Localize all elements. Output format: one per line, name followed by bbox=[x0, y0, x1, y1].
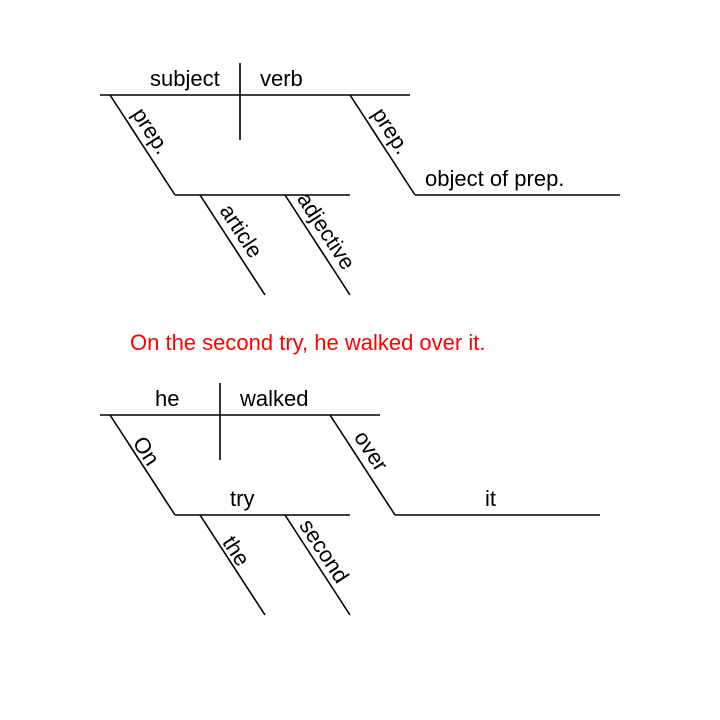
example-prep-left-label: On bbox=[128, 432, 165, 470]
example-sentence: On the second try, he walked over it. bbox=[130, 330, 485, 355]
template-prep-left-label: prep. bbox=[127, 103, 175, 159]
example-article-label: the bbox=[217, 531, 255, 570]
template-verb-label: verb bbox=[260, 66, 303, 91]
template-subject-label: subject bbox=[150, 66, 220, 91]
template-adjective-label: adjective bbox=[292, 188, 360, 274]
example-verb-label: walked bbox=[239, 386, 308, 411]
template-prep-right-label: prep. bbox=[367, 103, 415, 159]
sentence-diagram-canvas: subjectverbprep.articleadjectiveprep.obj… bbox=[0, 0, 720, 720]
example-object-label: it bbox=[485, 486, 496, 511]
example-subject-label: he bbox=[155, 386, 179, 411]
template-object-label: object of prep. bbox=[425, 166, 564, 191]
example-prep-right-label: over bbox=[349, 426, 393, 476]
example-phrase-object-label: try bbox=[230, 486, 254, 511]
